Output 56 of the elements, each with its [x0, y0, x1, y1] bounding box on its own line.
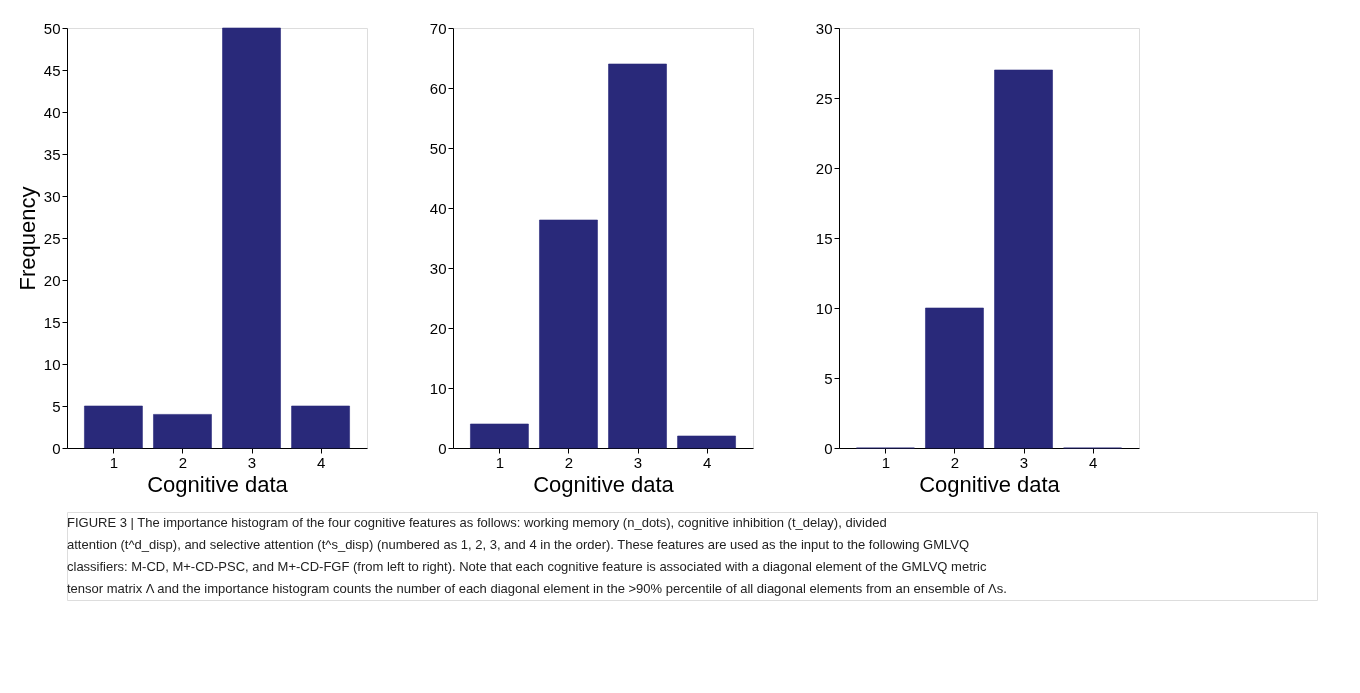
x-axis-title: Cognitive data — [147, 471, 289, 497]
x-axis-title: Cognitive data — [533, 471, 675, 497]
y-tick-label: 30 — [43, 187, 61, 205]
y-tick-label: 50 — [429, 139, 447, 157]
y-tick-label: 0 — [824, 439, 833, 457]
bar — [539, 219, 598, 449]
x-tick-label: 4 — [316, 453, 326, 471]
y-tick-label: 30 — [815, 19, 833, 37]
y-tick-label: 40 — [43, 103, 61, 121]
y-tick-label: 5 — [824, 369, 833, 387]
x-tick-label: 3 — [247, 453, 257, 471]
x-tick-label: 4 — [1088, 453, 1098, 471]
bar — [84, 405, 143, 449]
x-tick-label: 4 — [702, 453, 712, 471]
y-tick-label: 35 — [43, 145, 61, 163]
bar — [291, 405, 350, 449]
y-tick-label: 20 — [815, 159, 833, 177]
y-tick-label: 25 — [815, 89, 833, 107]
y-tick-label: 10 — [43, 355, 61, 373]
bar — [608, 63, 667, 449]
bar — [470, 423, 529, 449]
y-tick-label: 25 — [43, 229, 61, 247]
bar — [153, 414, 212, 449]
y-tick-label: 5 — [52, 397, 61, 415]
y-tick-label: 70 — [429, 19, 447, 37]
y-tick-label: 20 — [429, 319, 447, 337]
y-tick-label: 20 — [43, 271, 61, 289]
x-tick-label: 1 — [881, 453, 891, 471]
text: classifiers: M-CD, M+-CD-PSC, and M+-CD-FGF (from left to right). Note that each cognitive feature is associated with a diagonal element of the GMLVQ metric — [67, 559, 987, 574]
y-tick-label: 15 — [43, 313, 61, 331]
x-tick-label: 3 — [633, 453, 643, 471]
bar — [994, 69, 1053, 449]
y-tick-label: 10 — [815, 299, 833, 317]
y-tick-label: 45 — [43, 61, 61, 79]
y-tick-label: 0 — [52, 439, 61, 457]
x-tick-label: 2 — [950, 453, 960, 471]
bar — [677, 435, 736, 449]
text: tensor matrix Λ and the importance histogram counts the number of each diagonal element in the >90% percentile of all diagonal elements from an ensemble of Λs. — [67, 581, 1007, 596]
caption: FIGURE 3 | The importance histogram of the four cognitive features as follows: working memory (n_dots), cognitive inhibition (t_delay), divided — [67, 515, 887, 530]
y-axis-title: Frequency — [14, 186, 40, 291]
text: attention (t^d_disp), and selective attention (t^s_disp) (numbered as 1, 2, 3, and 4 in the order). These features are used as the input to the following GMLVQ — [67, 537, 970, 552]
x-tick-label: 2 — [564, 453, 574, 471]
y-tick-label: 60 — [429, 79, 447, 97]
y-tick-label: 15 — [815, 229, 833, 247]
y-tick-label: 50 — [43, 19, 61, 37]
x-tick-label: 3 — [1019, 453, 1029, 471]
x-tick-label: 2 — [178, 453, 188, 471]
x-tick-label: 1 — [495, 453, 505, 471]
bar — [222, 27, 281, 449]
x-tick-label: 1 — [109, 453, 119, 471]
bar — [925, 307, 984, 449]
y-tick-label: 40 — [429, 199, 447, 217]
y-tick-label: 10 — [429, 379, 447, 397]
x-axis-title: Cognitive data — [919, 471, 1061, 497]
y-tick-label: 30 — [429, 259, 447, 277]
y-tick-label: 0 — [438, 439, 447, 457]
